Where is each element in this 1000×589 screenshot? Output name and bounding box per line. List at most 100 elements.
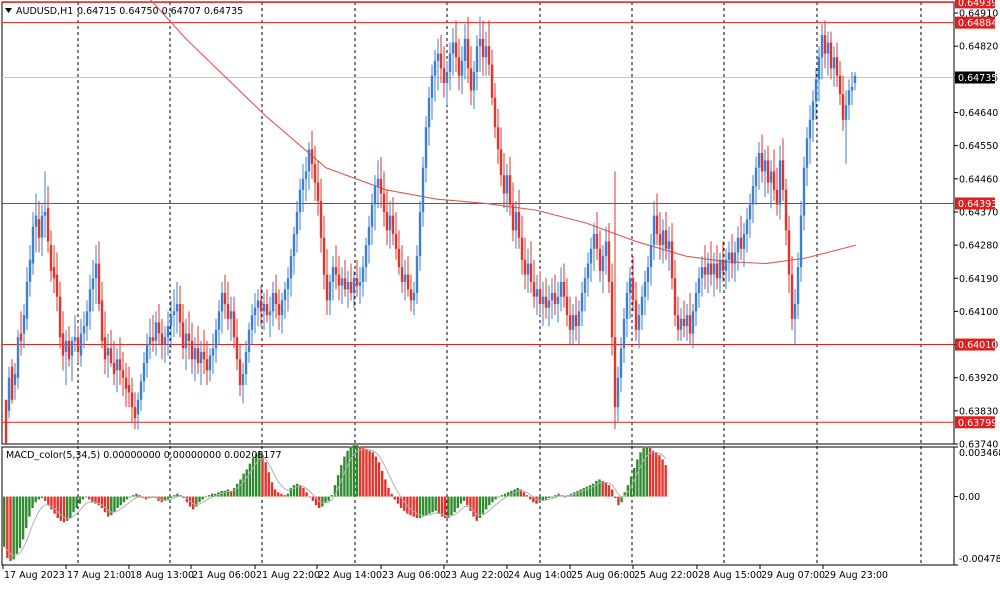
macd-bar (43, 496, 47, 501)
price-tick-label: 0.63830 (959, 406, 998, 417)
candle-body (574, 315, 578, 327)
macd-bar (412, 496, 415, 517)
time-tick-label: 25 Aug 22:00 (634, 570, 698, 581)
candle-body (706, 263, 710, 275)
candle-body (379, 178, 383, 194)
candle-body (304, 171, 308, 179)
macd-bar (277, 492, 280, 497)
macd-bar (12, 496, 15, 560)
candle-body (601, 256, 605, 271)
candle-body (553, 292, 557, 305)
macd-bar (538, 496, 541, 503)
macd-bar (626, 485, 630, 497)
macd-bar (185, 496, 189, 503)
candle-body (415, 256, 419, 293)
macd-bar (125, 496, 129, 500)
macd-bar (97, 496, 100, 506)
candle-body (685, 315, 689, 327)
candle-body (61, 333, 65, 356)
candle-body (259, 300, 263, 312)
candle-body (79, 333, 83, 356)
macd-bar (349, 446, 352, 497)
candle-body (736, 237, 740, 253)
macd-bar (507, 492, 510, 497)
macd-bar (25, 496, 28, 529)
macd-bar (547, 496, 551, 498)
candle-body (91, 278, 95, 290)
macd-bar (132, 495, 135, 497)
candle-body (799, 215, 803, 268)
candle-body (124, 377, 128, 389)
macd-bar (6, 496, 9, 559)
macd-bar (494, 496, 497, 500)
price-tick-label: 0.64280 (959, 241, 998, 252)
candle-body (487, 46, 491, 65)
macd-bar (47, 496, 50, 506)
macd-bar (78, 496, 81, 504)
macd-bar (444, 496, 447, 519)
ohlc-label: 0.64715 0.64750 0.64707 0.64735 (77, 6, 243, 17)
candle-body (277, 304, 281, 316)
macd-bar (81, 496, 85, 500)
macd-bar (484, 496, 488, 510)
candle-body (838, 75, 842, 95)
macd-bar (381, 470, 384, 497)
triangle-down-icon[interactable] (5, 8, 12, 13)
macd-bar (113, 496, 116, 513)
level-tag-label: 0.64884 (958, 18, 997, 29)
macd-bar (563, 496, 567, 498)
candle-body (709, 263, 713, 275)
candle-body (781, 160, 785, 190)
macd-bar (633, 467, 636, 497)
candle-body (106, 348, 110, 356)
macd-axis: 0.0034689 0.00 -0.0047889 (954, 446, 1000, 566)
candle-body (400, 267, 404, 282)
time-tick-label: 21 Aug 22:00 (256, 570, 320, 581)
macd-bar (551, 496, 554, 498)
macd-bar (201, 496, 204, 500)
candle-body (112, 362, 116, 375)
macd-bar (403, 496, 406, 511)
candle-body (31, 226, 35, 264)
candle-body (586, 263, 590, 279)
candle-body (157, 322, 161, 334)
candle-body (535, 289, 539, 297)
macd-bar (491, 496, 494, 503)
candle-body (526, 263, 530, 275)
macd-bar (169, 496, 173, 498)
candle-body (829, 42, 833, 69)
candle-body (454, 42, 458, 58)
price-axis: 0.64910 0.64820 0.64735 0.64640 0.64550 0.644… (954, 0, 998, 451)
candle-body (613, 337, 617, 408)
candle-body (118, 359, 122, 371)
price-tick-label: 0.64100 (959, 307, 998, 318)
candle-body (352, 278, 356, 293)
candle-body (775, 189, 779, 205)
candle-body (703, 267, 707, 275)
time-tick-label: 21 Aug 06:00 (192, 570, 256, 581)
candle-body (448, 53, 452, 72)
candle-body (568, 315, 572, 330)
candle-body (481, 38, 485, 58)
candle-body (280, 300, 284, 316)
macd-bar (324, 496, 327, 503)
macd-bar (135, 493, 138, 497)
candle-body (385, 211, 389, 231)
macd-bar (239, 479, 242, 497)
macd-bar (658, 455, 661, 497)
candle-body (628, 278, 632, 293)
candle-body (802, 167, 806, 216)
macd-tick-label: 0.00 (959, 492, 980, 503)
candle-body (841, 94, 845, 120)
candle-body (220, 292, 224, 312)
candle-body (148, 337, 152, 345)
macd-bar (28, 496, 31, 517)
macd-bar (302, 487, 305, 497)
time-tick-label: 24 Aug 14:00 (508, 570, 572, 581)
macd-bar (645, 446, 648, 497)
price-tick-label: 0.64460 (959, 174, 998, 185)
macd-bar (525, 495, 529, 497)
macd-bar (598, 479, 601, 497)
candle-body (700, 267, 704, 279)
